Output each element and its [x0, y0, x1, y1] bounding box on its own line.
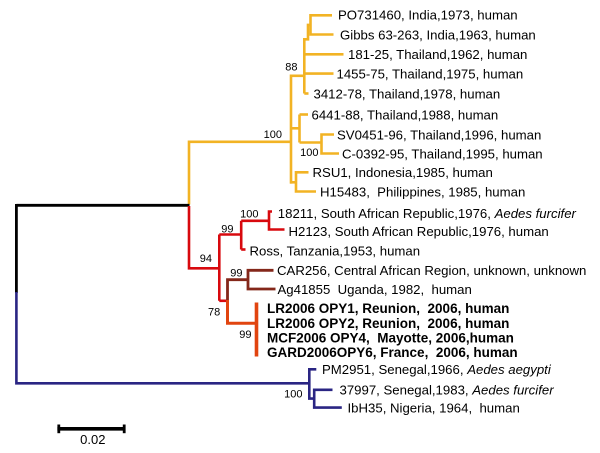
svg-text:181-25, Thailand,1962, human: 181-25, Thailand,1962, human [348, 47, 527, 62]
svg-text:3412-78, Thailand,1978, human: 3412-78, Thailand,1978, human [314, 86, 501, 101]
svg-text:IbH35, Nigeria, 1964, human: IbH35, Nigeria, 1964, human [348, 400, 520, 415]
svg-text:C-0392-95, Thailand,1995, huma: C-0392-95, Thailand,1995, human [342, 146, 543, 161]
svg-text:0.02: 0.02 [80, 432, 105, 447]
svg-text:CAR256, Central African Region: CAR256, Central African Region, unknown,… [277, 263, 586, 278]
svg-text:78: 78 [208, 307, 220, 319]
svg-text:GARD2006OPY6, France, 2006, h: GARD2006OPY6, France, 2006, human [267, 345, 518, 360]
svg-text:18211, South African Republic,: 18211, South African Republic,1976, Aede… [278, 206, 577, 221]
svg-text:H2123, South African Republic,: H2123, South African Republic,1976, huma… [289, 224, 549, 239]
svg-text:99: 99 [230, 268, 242, 280]
svg-text:LR2006 OPY1, Reunion, 2006, h: LR2006 OPY1, Reunion, 2006, human [267, 301, 509, 316]
svg-text:99: 99 [239, 329, 251, 341]
svg-text:MCF2006 OPY4, Mayotte, 2006,h: MCF2006 OPY4, Mayotte, 2006,human [267, 331, 514, 346]
svg-text:100: 100 [264, 129, 282, 141]
svg-text:88: 88 [285, 62, 297, 74]
svg-text:LR2006 OPY2, Reunion, 2006, h: LR2006 OPY2, Reunion, 2006, human [267, 316, 509, 331]
svg-text:1455-75, Thailand,1975, human: 1455-75, Thailand,1975, human [337, 66, 524, 81]
svg-text:RSU1, Indonesia,1985, human: RSU1, Indonesia,1985, human [313, 165, 493, 180]
svg-text:H15483, Philippines, 1985, hu: H15483, Philippines, 1985, human [320, 184, 525, 199]
svg-text:99: 99 [221, 223, 233, 235]
svg-text:37997, Senegal,1983, Aedes fur: 37997, Senegal,1983, Aedes furcifer [340, 383, 555, 398]
svg-text:SV0451-96, Thailand,1996, huma: SV0451-96, Thailand,1996, human [337, 127, 541, 142]
svg-text:100: 100 [300, 147, 318, 159]
svg-text:PO731460, India,1973, human: PO731460, India,1973, human [338, 8, 518, 23]
svg-text:6441-88, Thailand,1988, human: 6441-88, Thailand,1988, human [312, 107, 499, 122]
svg-text:100: 100 [284, 389, 302, 401]
svg-text:94: 94 [200, 253, 212, 265]
svg-text:Gibbs 63-263, India,1963, huma: Gibbs 63-263, India,1963, human [340, 27, 536, 42]
svg-text:Ross, Tanzania,1953, human: Ross, Tanzania,1953, human [250, 243, 421, 258]
svg-text:Ag41855 Uganda, 1982, human: Ag41855 Uganda, 1982, human [278, 282, 472, 297]
svg-text:100: 100 [240, 209, 258, 221]
svg-text:PM2951, Senegal,1966, Aedes ae: PM2951, Senegal,1966, Aedes aegypti [322, 362, 552, 377]
